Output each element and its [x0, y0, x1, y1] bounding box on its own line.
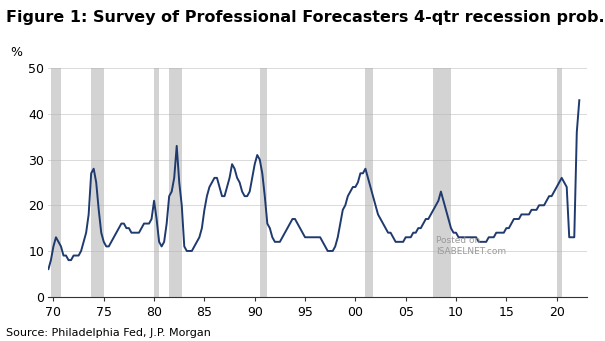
Bar	[91, 68, 103, 297]
Bar	[260, 68, 267, 297]
Text: Source: Philadelphia Fed, J.P. Morgan: Source: Philadelphia Fed, J.P. Morgan	[6, 328, 211, 338]
Bar	[51, 68, 61, 297]
Bar	[433, 68, 451, 297]
Text: %: %	[11, 46, 23, 59]
Text: Posted on
ISABELNET.com: Posted on ISABELNET.com	[436, 236, 506, 255]
Bar	[365, 68, 373, 297]
Text: Figure 1: Survey of Professional Forecasters 4-qtr recession prob.: Figure 1: Survey of Professional Forecas…	[6, 10, 604, 25]
Bar	[154, 68, 159, 297]
Bar	[557, 68, 561, 297]
Bar	[169, 68, 181, 297]
